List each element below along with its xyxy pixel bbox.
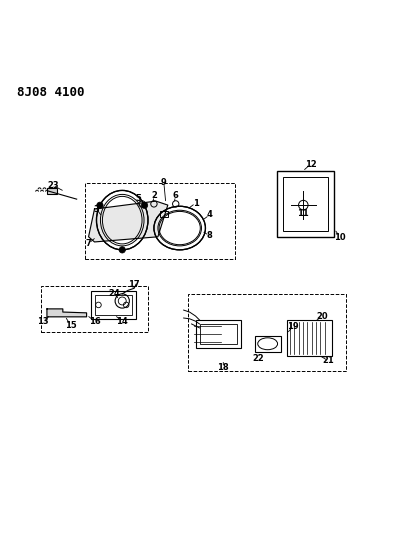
- Text: 9: 9: [161, 178, 167, 187]
- Bar: [47, 189, 57, 195]
- Bar: [41, 286, 148, 332]
- Text: 6: 6: [173, 191, 179, 200]
- Text: 22: 22: [252, 354, 264, 363]
- Text: 5: 5: [135, 194, 141, 203]
- Bar: [188, 294, 346, 372]
- Circle shape: [141, 202, 148, 208]
- Text: 13: 13: [37, 317, 49, 326]
- Bar: [286, 320, 332, 356]
- Bar: [91, 291, 136, 319]
- Text: 20: 20: [316, 311, 328, 320]
- Text: 24: 24: [109, 289, 120, 298]
- Bar: [160, 212, 168, 217]
- Text: 8: 8: [207, 231, 212, 240]
- Text: 3: 3: [94, 205, 99, 214]
- Bar: [95, 295, 132, 315]
- Text: 1: 1: [193, 199, 198, 208]
- Circle shape: [97, 202, 103, 208]
- Polygon shape: [89, 201, 168, 242]
- Text: 4: 4: [206, 211, 212, 220]
- Bar: [200, 324, 237, 344]
- Text: 19: 19: [287, 322, 298, 331]
- Text: 10: 10: [334, 233, 346, 241]
- Bar: [277, 172, 334, 237]
- Circle shape: [119, 247, 125, 253]
- Text: 7: 7: [86, 239, 91, 248]
- Text: 2: 2: [151, 191, 157, 200]
- Text: 15: 15: [65, 321, 77, 329]
- Text: 11: 11: [296, 208, 308, 217]
- Bar: [255, 336, 281, 352]
- Text: 18: 18: [217, 363, 229, 372]
- Text: 12: 12: [304, 160, 316, 169]
- Text: 17: 17: [128, 280, 140, 289]
- Text: 23: 23: [47, 181, 59, 190]
- Text: 16: 16: [89, 317, 101, 326]
- Text: 8J08 4100: 8J08 4100: [17, 86, 85, 99]
- Bar: [196, 320, 241, 348]
- Bar: [283, 177, 328, 231]
- Bar: [85, 183, 235, 259]
- Text: 21: 21: [322, 356, 334, 365]
- Text: 14: 14: [117, 317, 128, 326]
- Polygon shape: [47, 309, 87, 317]
